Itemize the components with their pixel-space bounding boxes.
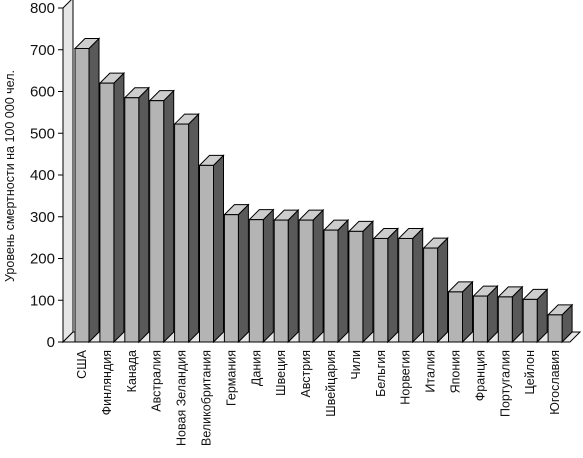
bar (173, 112, 200, 344)
bar-side (188, 112, 200, 344)
bar-front (522, 298, 538, 343)
y-tick-label: 500 (30, 125, 55, 142)
bar-front (199, 164, 214, 343)
bar-front (248, 219, 264, 343)
bar (272, 208, 300, 344)
bar (148, 89, 175, 344)
bar (198, 154, 225, 344)
x-tick-label: Бельгия (374, 350, 388, 397)
bar-side (262, 208, 274, 344)
bar-side (88, 37, 100, 344)
bar (497, 285, 524, 344)
x-tick-label: Япония (449, 350, 463, 393)
x-tick-label: Франция (473, 350, 487, 401)
bar-front (373, 237, 389, 343)
bar-side (237, 203, 249, 344)
bar-front (223, 214, 239, 343)
y-tick-label: 100 (30, 292, 55, 309)
bar-front (273, 219, 289, 343)
x-tick-label: Швеция (274, 350, 288, 396)
bar-side (362, 220, 374, 344)
y-axis-ticks: 0 100 200 300 400 500 600 700 800 (30, 0, 63, 351)
bar-side (387, 227, 399, 344)
x-tick-label: Канада (125, 350, 139, 392)
bar-side (437, 236, 449, 344)
bar-front (472, 295, 488, 343)
bar-front (298, 219, 314, 343)
bar-side (337, 218, 349, 344)
bar (472, 284, 499, 344)
bar-side (113, 71, 125, 344)
x-tick-label: Австрия (299, 350, 313, 398)
bar-front (174, 123, 190, 343)
bar-side (163, 89, 175, 344)
bar-front (149, 100, 165, 343)
bar (73, 37, 101, 344)
y-tick-label: 600 (30, 84, 55, 101)
x-tick-label: Чили (349, 350, 363, 380)
bar-side (412, 227, 424, 344)
x-tick-label: Цейлон (523, 350, 537, 395)
y-axis-title: Уровень смертности на 100 000 чел. (3, 70, 17, 282)
bar (521, 288, 549, 344)
x-tick-label: Дания (249, 350, 263, 386)
bar-front (497, 296, 513, 343)
bar (322, 218, 350, 344)
bar-front (99, 82, 115, 343)
bars (73, 37, 574, 344)
y-tick-label: 400 (30, 167, 55, 184)
bar (297, 208, 325, 344)
y-tick-label: 0 (47, 334, 55, 351)
bar-front (323, 229, 339, 343)
x-tick-label: Финляндия (100, 350, 114, 415)
x-tick-label: Югославия (548, 350, 562, 415)
bar (248, 208, 275, 344)
bar-front (398, 237, 414, 343)
x-tick-label: Италия (424, 350, 438, 393)
back-wall (62, 0, 74, 344)
y-tick-label: 700 (30, 42, 55, 59)
bar (397, 227, 424, 344)
bar-side (287, 208, 299, 344)
bar-front (448, 291, 463, 343)
x-tick-label: Новая Зеландия (175, 350, 189, 446)
bar (347, 220, 375, 344)
bar (447, 280, 474, 344)
bar-front (547, 314, 563, 343)
x-tick-label: Великобритания (200, 350, 214, 446)
bar (98, 71, 126, 344)
x-tick-label: Германия (224, 350, 238, 406)
x-tick-label: Австралия (150, 350, 164, 412)
x-tick-label: Швейцария (324, 350, 338, 417)
x-tick-label: США (75, 349, 89, 378)
bar (422, 236, 449, 344)
x-axis-labels: США Финляндия Канада Австралия Новая Зеланди… (75, 349, 562, 446)
x-tick-label: Португалия (498, 350, 512, 417)
bar (223, 203, 250, 344)
bar-front (74, 47, 90, 343)
bar-side (213, 154, 224, 344)
bar-front (348, 230, 364, 343)
bar (546, 303, 574, 344)
bar-front (124, 97, 140, 343)
bar (123, 86, 151, 344)
y-tick-label: 300 (30, 209, 55, 226)
bar-side (138, 86, 150, 344)
bar (372, 227, 400, 344)
x-tick-label: Норвегия (399, 350, 413, 405)
bar-side (312, 208, 324, 344)
y-tick-label: 800 (30, 0, 55, 17)
bar-front (423, 247, 439, 343)
y-tick-label: 200 (30, 251, 55, 268)
